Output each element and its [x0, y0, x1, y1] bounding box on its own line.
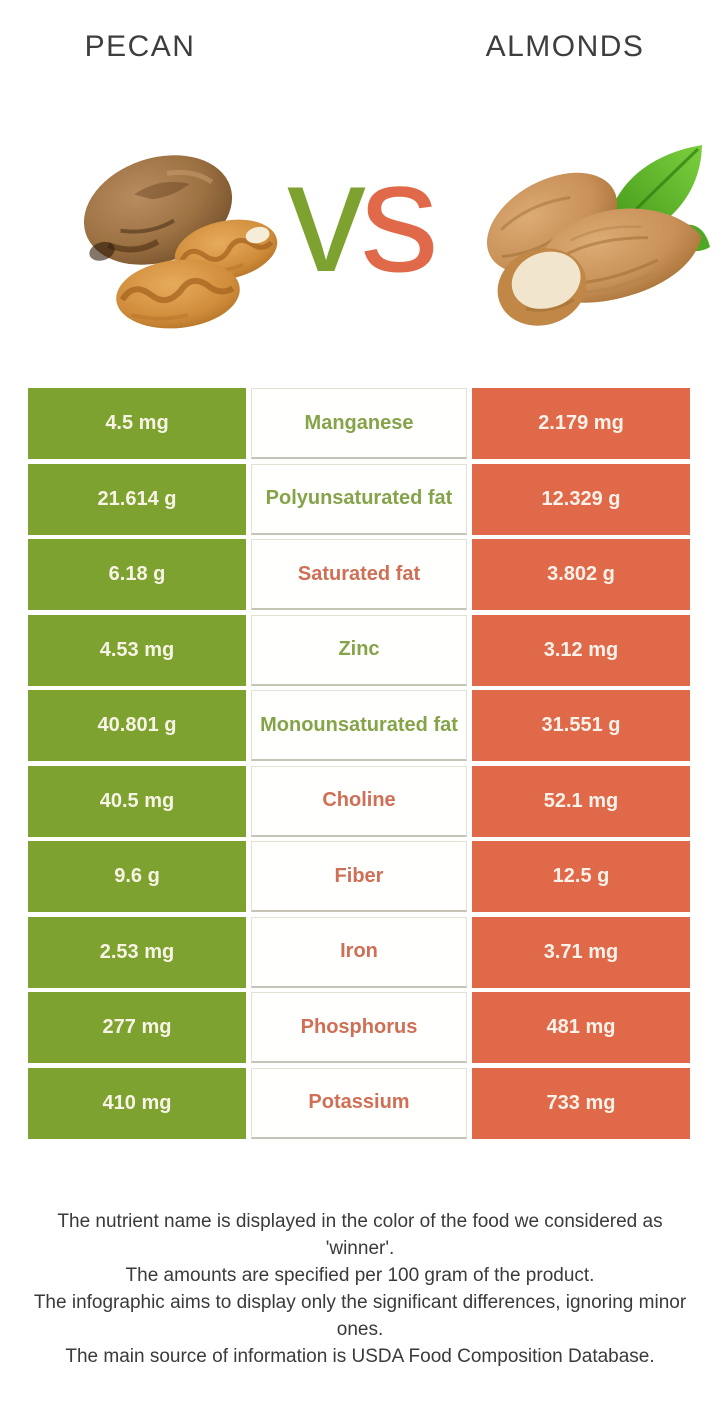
- hero-section: vs: [0, 130, 720, 350]
- footer-line-winner-note: The nutrient name is displayed in the co…: [57, 1211, 663, 1259]
- almond-value-cell: 12.5 g: [472, 841, 690, 912]
- almond-value-cell: 3.12 mg: [472, 614, 690, 686]
- almond-value-cell: 3.71 mg: [472, 916, 690, 988]
- pecan-value-cell: 2.53 mg: [28, 916, 246, 988]
- nutrient-name-cell: Choline: [251, 765, 467, 837]
- nutrient-name-cell: Monounsaturated fat: [251, 690, 467, 761]
- nutrient-comparison-table: 4.5 mg Manganese 2.179 mg 21.614 g Polyu…: [28, 388, 692, 1139]
- pecan-value-cell: 21.614 g: [28, 463, 246, 535]
- almonds-title: ALMONDS: [485, 30, 645, 63]
- vs-letter-v: v: [287, 129, 366, 305]
- almonds-image: [460, 135, 710, 338]
- pecan-title: PECAN: [84, 30, 196, 63]
- vs-letter-s: s: [360, 129, 439, 305]
- almond-value-cell: 481 mg: [472, 992, 690, 1063]
- footer-line-source-note: The main source of information is USDA F…: [65, 1346, 655, 1367]
- pecan-value-cell: 9.6 g: [28, 841, 246, 912]
- almond-value-cell: 3.802 g: [472, 539, 690, 610]
- pecan-value-cell: 40.5 mg: [28, 765, 246, 837]
- almond-value-cell: 12.329 g: [472, 463, 690, 535]
- pecan-image: [58, 148, 280, 338]
- nutrient-name-cell: Fiber: [251, 841, 467, 912]
- footer-line-amounts-note: The amounts are specified per 100 gram o…: [125, 1265, 595, 1286]
- pecan-value-cell: 40.801 g: [28, 690, 246, 761]
- nutrient-name-cell: Manganese: [251, 388, 467, 459]
- nutrient-name-cell: Phosphorus: [251, 992, 467, 1063]
- nutrient-name-cell: Zinc: [251, 614, 467, 686]
- nutrient-name-cell: Saturated fat: [251, 539, 467, 610]
- almonds-icon: [486, 145, 710, 326]
- pecan-value-cell: 4.53 mg: [28, 614, 246, 686]
- nutrient-name-cell: Iron: [251, 916, 467, 988]
- almond-value-cell: 52.1 mg: [472, 765, 690, 837]
- pecan-value-cell: 277 mg: [28, 992, 246, 1063]
- footer-notes: The nutrient name is displayed in the co…: [28, 1208, 692, 1370]
- almond-value-cell: 31.551 g: [472, 690, 690, 761]
- almond-value-cell: 2.179 mg: [472, 388, 690, 459]
- footer-line-differences-note: The infographic aims to display only the…: [33, 1292, 687, 1340]
- almond-value-cell: 733 mg: [472, 1067, 690, 1139]
- nutrient-name-cell: Polyunsaturated fat: [251, 463, 467, 535]
- nutrient-name-cell: Potassium: [251, 1067, 467, 1139]
- pecan-value-cell: 6.18 g: [28, 539, 246, 610]
- vs-text: vs: [0, 138, 720, 296]
- pecan-nuts-icon: [83, 155, 278, 329]
- pecan-value-cell: 4.5 mg: [28, 388, 246, 459]
- pecan-value-cell: 410 mg: [28, 1067, 246, 1139]
